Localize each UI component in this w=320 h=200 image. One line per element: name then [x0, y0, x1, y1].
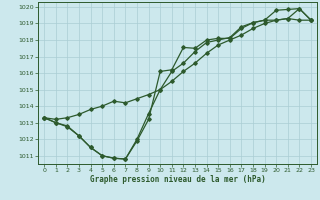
X-axis label: Graphe pression niveau de la mer (hPa): Graphe pression niveau de la mer (hPa)	[90, 175, 266, 184]
